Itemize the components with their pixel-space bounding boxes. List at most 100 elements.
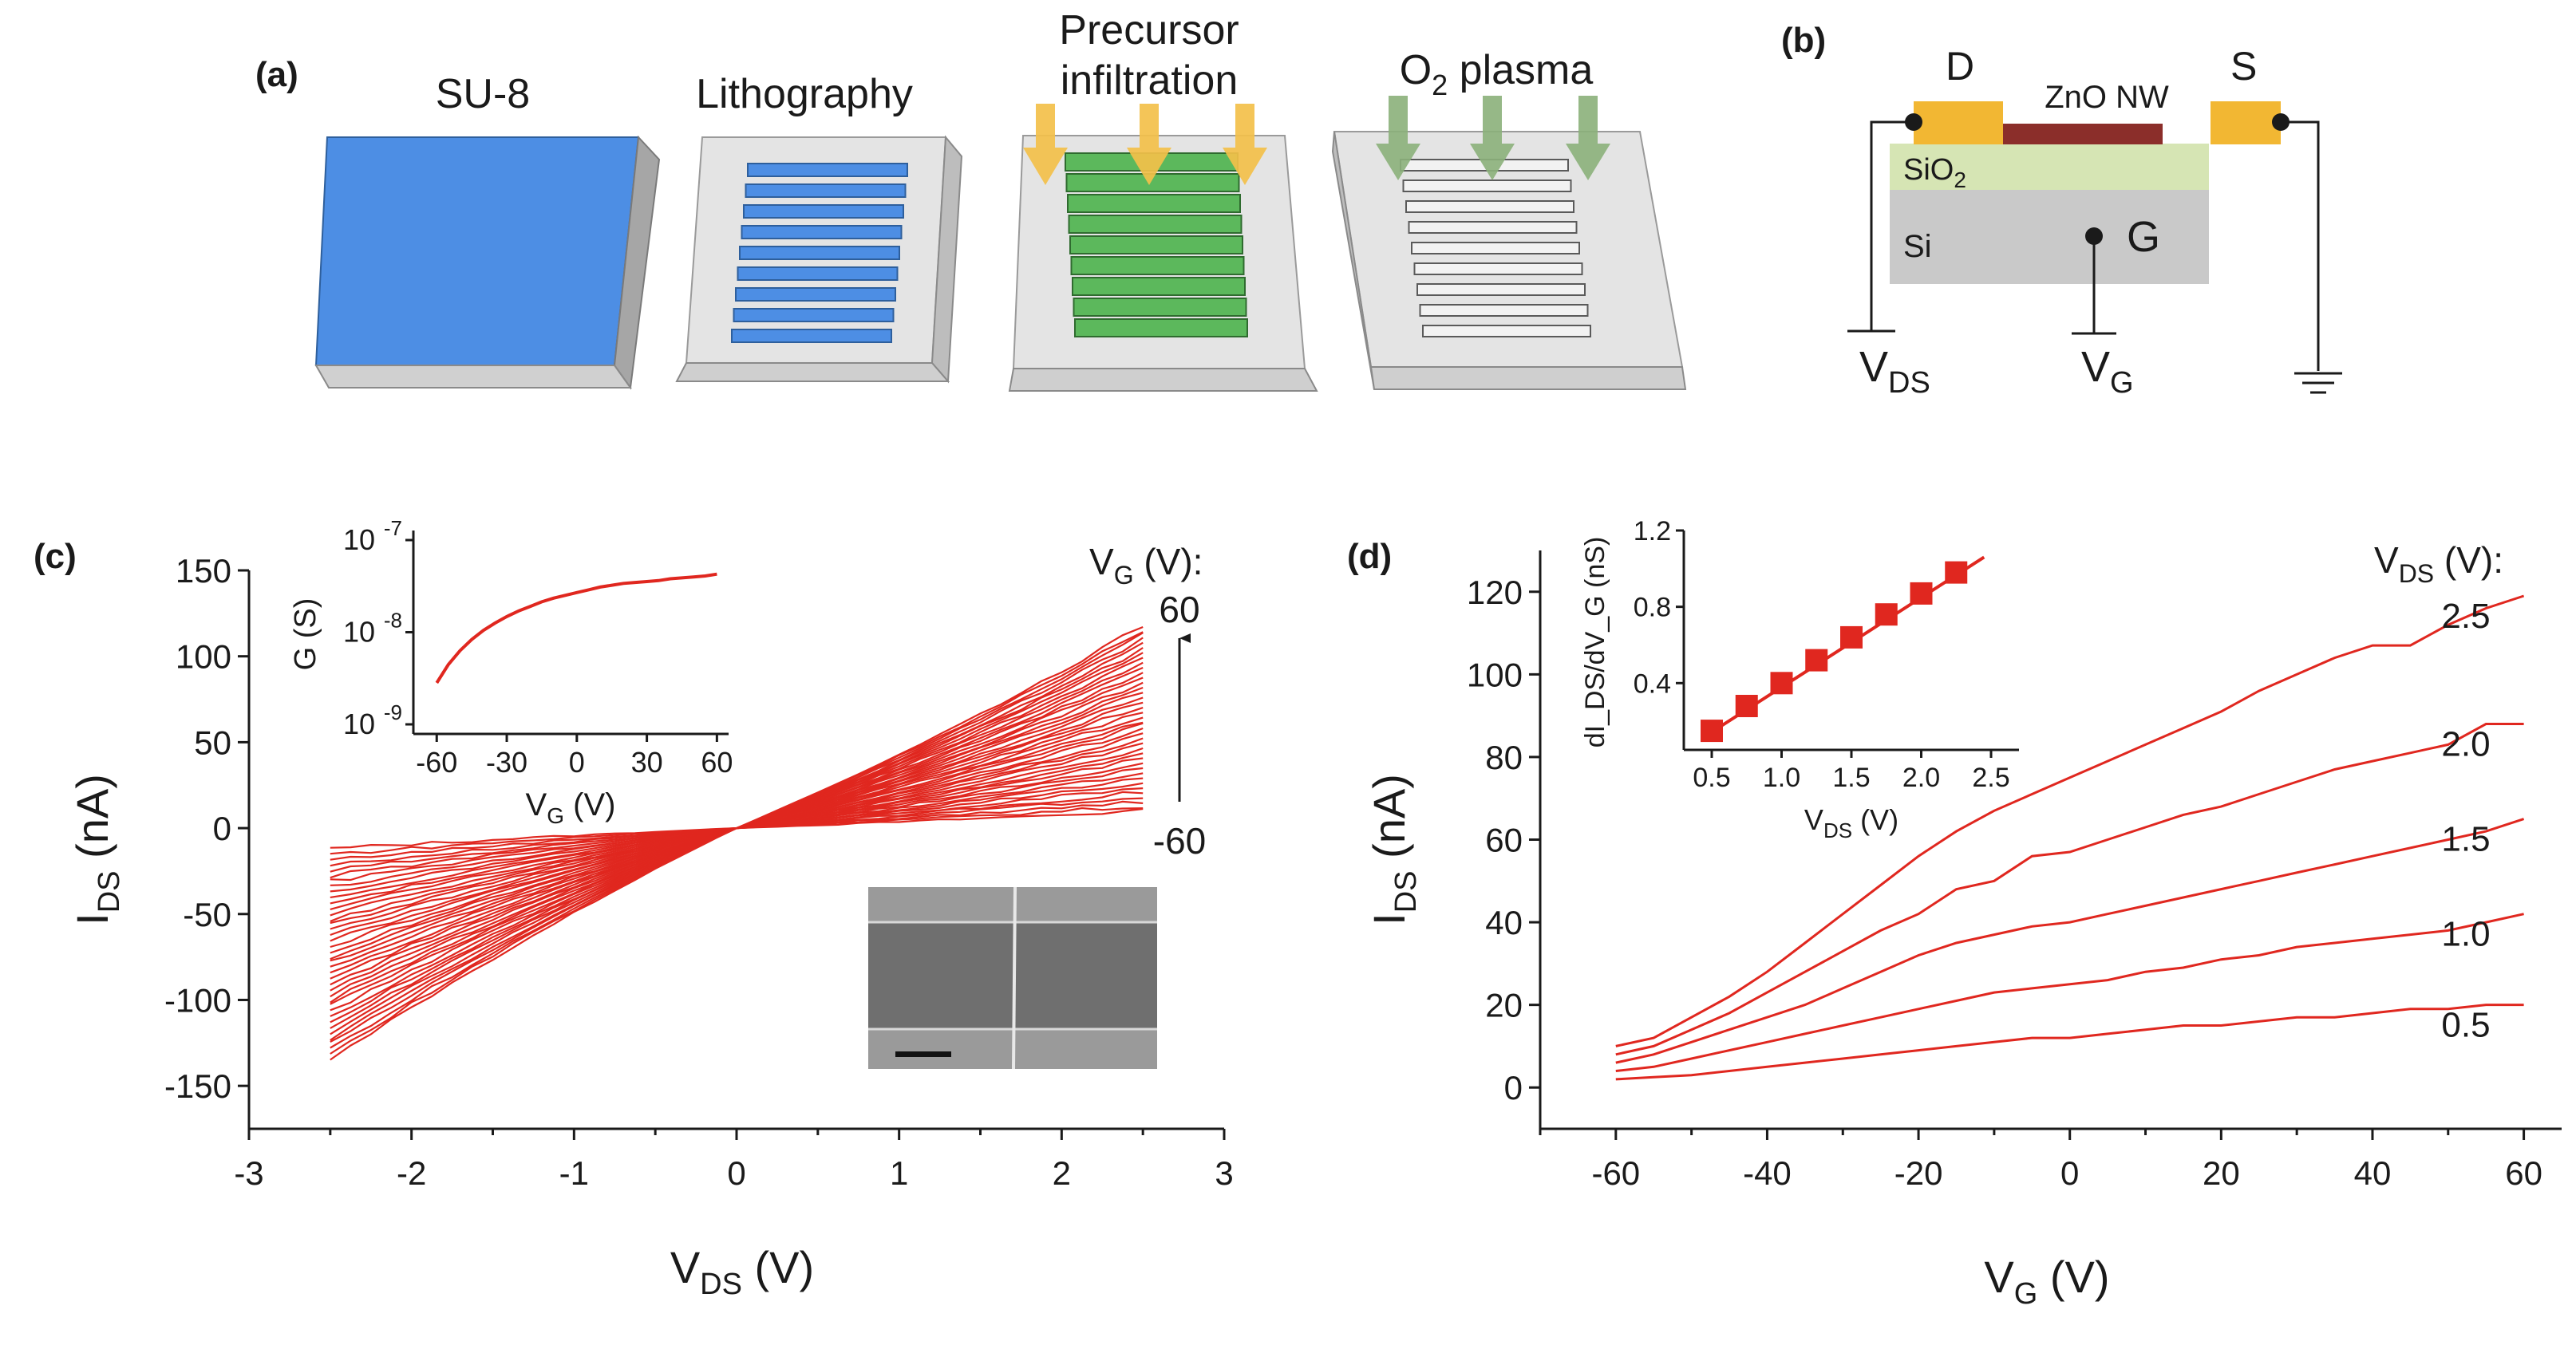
di-data-point <box>1770 672 1793 695</box>
d-series-label: 0.5 <box>2441 1006 2490 1045</box>
c-legend-top: 60 <box>1159 589 1199 630</box>
c-inset: -60 -30 0 30 60 10 -9 10 -8 10 -7 G (S) VG (V) <box>289 516 733 828</box>
green-stripe <box>1072 277 1246 296</box>
c-legend-title: VG (V): <box>1089 541 1203 590</box>
d-inset-x-label: VDS (V) <box>1804 803 1898 842</box>
step-lithography-label: Lithography <box>696 71 913 117</box>
litho-stripe <box>735 287 896 302</box>
green-stripe <box>1068 215 1243 234</box>
d-x-tick-label: -60 <box>1591 1154 1640 1192</box>
source-electrode <box>2211 101 2281 144</box>
drain-contact-dot <box>1905 113 1922 131</box>
step-precursor-label: Precursor <box>1059 7 1239 53</box>
c-iv-curve <box>330 782 1144 882</box>
c-x-axis-label: VDS (V) <box>670 1242 814 1301</box>
nanowire-label: ZnO NW <box>2045 80 2169 115</box>
c-y-axis-label: IDS (nA) <box>67 774 126 925</box>
white-stripe <box>1422 325 1591 337</box>
c-y-tick-label: 0 <box>213 810 231 847</box>
d-ticks: -60 -40 -20 0 20 40 60 0 20 40 60 80 100 120 <box>1467 574 2542 1192</box>
green-stripe <box>1073 298 1247 317</box>
d-x-tick-label: 40 <box>2354 1154 2392 1192</box>
c-y-tick-label: 50 <box>194 724 231 761</box>
di-x-tick-label: 1.5 <box>1832 763 1870 793</box>
ground-icon <box>2294 372 2342 394</box>
di-x-tick-label: 2.0 <box>1902 763 1940 793</box>
d-series-label: 1.0 <box>2441 915 2490 954</box>
down-arrow-icon <box>1376 96 1420 180</box>
d-x-tick-label: 20 <box>2203 1154 2240 1192</box>
d-series-label: 1.5 <box>2441 820 2490 859</box>
white-stripe <box>1402 179 1572 192</box>
di-data-point <box>1805 649 1828 672</box>
d-inset-y-label: dI_DS/dV_G (nS) <box>1580 537 1610 748</box>
ci-y-tick-label: 10 <box>343 708 375 740</box>
white-stripe <box>1419 304 1589 317</box>
litho-stripe <box>737 266 899 281</box>
oxidized-stripes <box>1400 159 1591 337</box>
si-layer <box>1890 190 2209 284</box>
litho-stripe <box>747 163 908 177</box>
litho-stripe <box>739 246 900 260</box>
ci-y-tick-exponent: -9 <box>384 700 402 724</box>
down-arrow-icon <box>1023 104 1068 185</box>
di-data-point <box>1840 625 1863 649</box>
di-data-point <box>1945 561 1968 584</box>
c-x-tick-label: 1 <box>890 1154 908 1192</box>
d-series-2.0 <box>1615 723 2524 1056</box>
vds-wire <box>1870 120 1914 331</box>
ci-y-tick-exponent: -7 <box>384 516 402 540</box>
c-inset-ticks: -60 -30 0 30 60 10 -9 10 -8 10 -7 <box>343 516 733 779</box>
si-label: Si <box>1903 229 1932 264</box>
white-stripe <box>1411 242 1580 254</box>
c-x-tick-label: 3 <box>1215 1154 1233 1192</box>
c-y-tick-label: 100 <box>176 638 231 676</box>
d-inset: 0.5 1.0 1.5 2.0 2.5 0.4 0.8 1.2 dI_DS/dV_G (nS)… <box>1580 516 2019 842</box>
drain-electrode <box>1914 101 2003 144</box>
white-stripe <box>1405 200 1574 213</box>
d-y-tick-label: 100 <box>1467 656 1523 693</box>
di-x-tick-label: 0.5 <box>1693 763 1730 793</box>
c-iv-curve <box>330 762 1144 905</box>
c-y-tick-label: 150 <box>176 552 231 590</box>
d-x-tick-label: -40 <box>1743 1154 1792 1192</box>
d-y-tick-label: 120 <box>1467 574 1523 611</box>
c-x-tick-label: -3 <box>234 1154 263 1192</box>
green-stripe <box>1070 256 1245 275</box>
panel-a-label: (a) <box>255 55 298 94</box>
di-y-tick-label: 1.2 <box>1634 516 1671 546</box>
ci-x-tick-label: 0 <box>569 746 585 779</box>
c-iv-curve <box>330 772 1144 893</box>
litho-stripe <box>741 225 903 239</box>
step-infiltration-label: infiltration <box>1061 57 1239 104</box>
drain-label: D <box>1946 44 1974 89</box>
step-plasma-label: O2 plasma <box>1400 47 1594 101</box>
panel-b-label: (b) <box>1781 21 1826 60</box>
d-y-axis-label: IDS (nA) <box>1364 774 1423 925</box>
sem-scale-bar <box>895 1051 951 1057</box>
d-y-tick-label: 20 <box>1485 987 1523 1024</box>
di-y-tick-label: 0.4 <box>1634 669 1671 699</box>
precursor-arrows <box>1023 104 1267 185</box>
d-y-tick-label: 0 <box>1504 1069 1523 1106</box>
c-x-tick-label: 2 <box>1053 1154 1071 1192</box>
d-series-2.5 <box>1615 594 2525 1047</box>
c-legend-bottom: -60 <box>1153 820 1206 862</box>
down-arrow-icon <box>1470 96 1515 180</box>
ci-y-tick-exponent: -8 <box>384 609 402 633</box>
panel-d: (d) -60 -40 -20 0 20 40 60 0 20 40 60 80 100 120 0.5 1… <box>1347 516 2562 1311</box>
d-series-label: 2.0 <box>2441 725 2490 764</box>
sem-image-inset <box>868 886 1157 1070</box>
step-su8-label: SU-8 <box>436 71 530 117</box>
litho-stripe <box>731 329 892 343</box>
di-data-point <box>1735 695 1758 717</box>
ci-x-tick-label: 30 <box>631 746 663 779</box>
c-y-tick-label: -100 <box>164 981 231 1019</box>
d-curves <box>1615 594 2525 1081</box>
di-y-tick-label: 0.8 <box>1634 593 1671 623</box>
d-series-label: 2.5 <box>2441 597 2490 636</box>
c-x-tick-label: 0 <box>727 1154 745 1192</box>
di-data-point <box>1875 603 1898 626</box>
c-iv-curve <box>330 800 1144 861</box>
